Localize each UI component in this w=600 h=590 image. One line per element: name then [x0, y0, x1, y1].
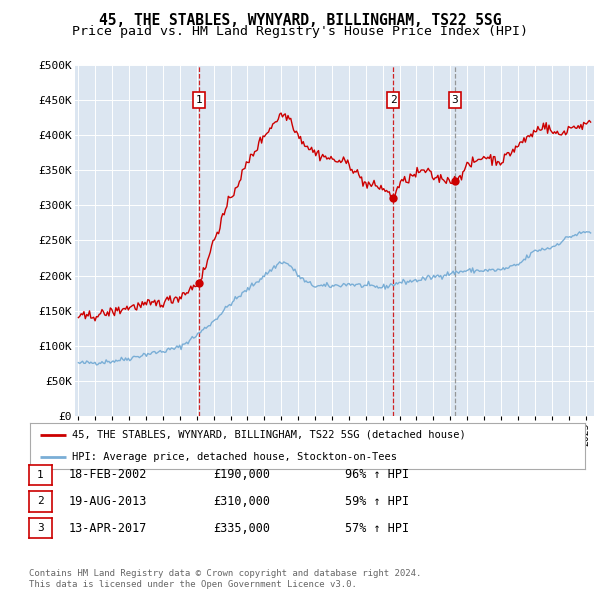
Text: £335,000: £335,000 — [213, 522, 270, 535]
Text: 59% ↑ HPI: 59% ↑ HPI — [345, 495, 409, 508]
Text: 13-APR-2017: 13-APR-2017 — [69, 522, 148, 535]
Text: 57% ↑ HPI: 57% ↑ HPI — [345, 522, 409, 535]
Text: 1: 1 — [196, 95, 202, 105]
Text: £310,000: £310,000 — [213, 495, 270, 508]
Text: 45, THE STABLES, WYNYARD, BILLINGHAM, TS22 5SG: 45, THE STABLES, WYNYARD, BILLINGHAM, TS… — [99, 13, 501, 28]
Text: 1: 1 — [37, 470, 44, 480]
Text: 2: 2 — [37, 497, 44, 506]
Text: Contains HM Land Registry data © Crown copyright and database right 2024.
This d: Contains HM Land Registry data © Crown c… — [29, 569, 421, 589]
Text: 2: 2 — [390, 95, 397, 105]
Text: 3: 3 — [452, 95, 458, 105]
Text: £190,000: £190,000 — [213, 468, 270, 481]
Text: Price paid vs. HM Land Registry's House Price Index (HPI): Price paid vs. HM Land Registry's House … — [72, 25, 528, 38]
Text: 19-AUG-2013: 19-AUG-2013 — [69, 495, 148, 508]
Text: HPI: Average price, detached house, Stockton-on-Tees: HPI: Average price, detached house, Stoc… — [71, 452, 397, 462]
Text: 96% ↑ HPI: 96% ↑ HPI — [345, 468, 409, 481]
Text: 45, THE STABLES, WYNYARD, BILLINGHAM, TS22 5SG (detached house): 45, THE STABLES, WYNYARD, BILLINGHAM, TS… — [71, 430, 466, 440]
Text: 3: 3 — [37, 523, 44, 533]
Text: 18-FEB-2002: 18-FEB-2002 — [69, 468, 148, 481]
